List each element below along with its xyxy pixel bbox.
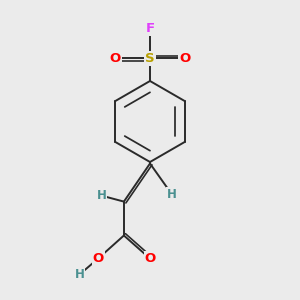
Text: O: O bbox=[110, 52, 121, 65]
Text: S: S bbox=[145, 52, 155, 65]
Text: H: H bbox=[97, 189, 106, 202]
Text: O: O bbox=[92, 252, 104, 265]
Text: H: H bbox=[167, 188, 177, 201]
Text: F: F bbox=[146, 22, 154, 35]
Text: O: O bbox=[179, 52, 190, 65]
Text: O: O bbox=[144, 252, 156, 265]
Text: H: H bbox=[75, 268, 84, 281]
